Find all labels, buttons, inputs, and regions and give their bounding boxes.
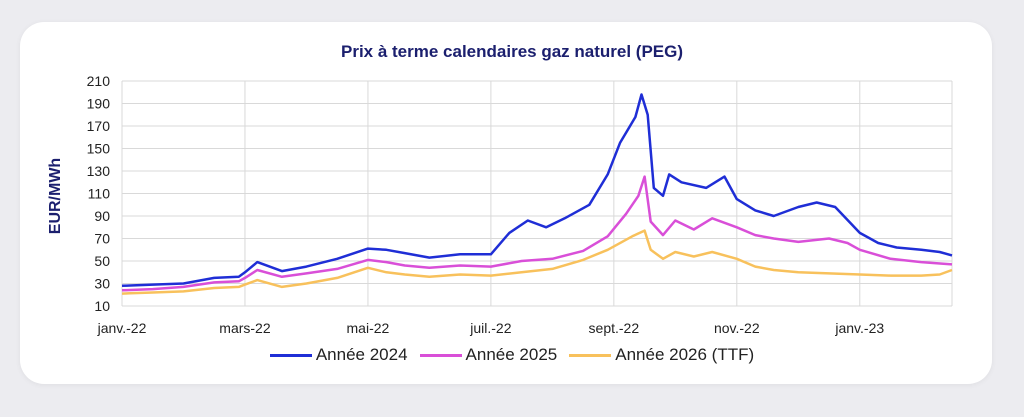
y-tick-label: 30: [94, 276, 110, 292]
series-lines: [121, 93, 953, 295]
y-tick-labels: 10 30 50 70 90 110 130 150 170 190 210: [87, 73, 111, 314]
y-tick-label: 90: [94, 208, 110, 224]
legend-item: Année 2026 (TTF): [569, 345, 754, 365]
x-tick-label: janv.-23: [834, 320, 884, 336]
series-line-ann-e-2024: [121, 93, 953, 288]
legend-swatch: [269, 354, 312, 358]
y-tick-label: 50: [94, 253, 110, 269]
y-tick-label: 10: [94, 298, 110, 314]
legend-item: Année 2025: [419, 345, 558, 365]
legend-label: Année 2024: [315, 345, 408, 364]
legend-label: Année 2025: [465, 345, 558, 364]
legend-item: Année 2024: [269, 345, 408, 365]
grid: [121, 80, 953, 307]
x-tick-labels: janv.-22 mars-22 mai-22 juil.-22 sept.-22 nov…: [97, 320, 885, 336]
chart-title: Prix à terme calendaires gaz naturel (PE…: [340, 42, 684, 61]
x-tick-label: mars-22: [219, 320, 271, 336]
x-tick-label: mai-22: [347, 320, 390, 336]
y-axis-label: EUR/MWh: [47, 158, 64, 234]
y-tick-label: 110: [88, 186, 111, 202]
legend-label: Année 2026 (TTF): [615, 345, 755, 364]
x-tick-label: sept.-22: [589, 320, 640, 336]
chart-card: [20, 22, 992, 384]
y-tick-label: 150: [87, 141, 111, 157]
legend-swatch: [419, 354, 462, 358]
y-tick-label: 210: [87, 73, 111, 89]
y-tick-label: 190: [87, 96, 111, 112]
y-tick-label: 70: [94, 231, 110, 247]
y-tick-label: 170: [87, 118, 111, 134]
series-line-ann-e-2026-ttf: [121, 229, 953, 295]
x-tick-label: nov.-22: [714, 320, 760, 336]
x-tick-label: juil.-22: [469, 320, 511, 336]
legend-swatch: [569, 354, 612, 358]
series-line-ann-e-2025: [121, 175, 953, 292]
y-tick-label: 130: [87, 163, 111, 179]
x-tick-label: janv.-22: [97, 320, 147, 336]
legend: Année 2024 Année 2025 Année 2026 (TTF): [0, 345, 1024, 365]
